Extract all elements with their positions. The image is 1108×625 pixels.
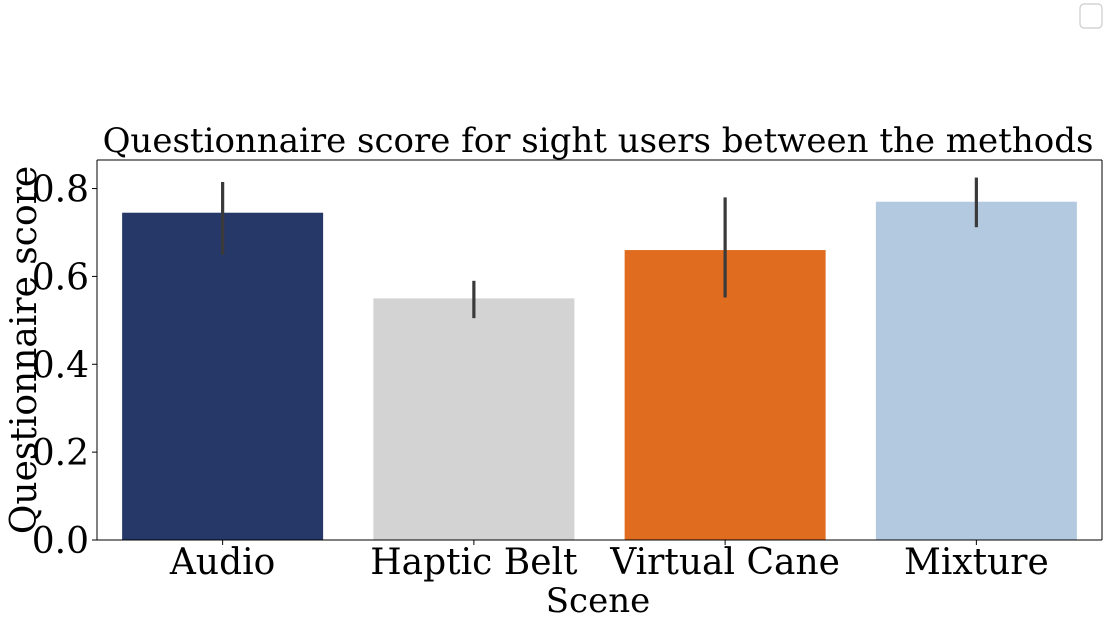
x-axis-label: Scene: [546, 581, 650, 621]
x-tick-label: Audio: [169, 542, 275, 583]
bars-layer: [122, 201, 1077, 540]
y-ticks: 0.0 0.2 0.4 0.6 0.8: [32, 170, 97, 562]
y-tick-label: 0.6: [32, 257, 89, 298]
x-tick-label: Haptic Belt: [370, 542, 578, 583]
y-tick-label: 0.0: [32, 521, 89, 562]
x-ticks: Audio Haptic Belt Virtual Cane Mixture: [169, 540, 1049, 583]
bar-virtual-cane: [624, 250, 826, 540]
bar-audio: [122, 212, 324, 540]
error-bars-layer: [221, 177, 978, 319]
x-tick-label: Virtual Cane: [609, 542, 840, 583]
y-tick-label: 0.4: [32, 345, 89, 386]
y-axis-label: Questionnaire score: [4, 166, 45, 534]
axes-frame: [96, 159, 1103, 541]
y-tick-label: 0.8: [32, 170, 89, 211]
bar-mixture: [875, 201, 1077, 540]
legend-box: [1079, 3, 1103, 29]
y-tick-label: 0.2: [32, 433, 89, 474]
chart-title: Questionnaire score for sight users betw…: [103, 121, 1094, 161]
x-tick-label: Mixture: [904, 542, 1049, 583]
bar-haptic-belt: [373, 298, 575, 540]
